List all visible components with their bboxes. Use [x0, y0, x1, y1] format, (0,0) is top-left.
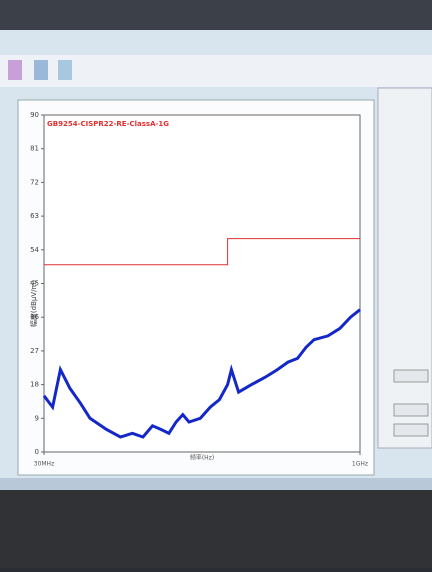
button[interactable] [393, 403, 429, 417]
button[interactable] [393, 369, 429, 383]
y-tick-label: 0 [35, 448, 39, 456]
toolbar-icon [34, 60, 48, 80]
y-tick-label: 27 [30, 347, 39, 355]
toolbar-icon [58, 60, 72, 80]
y-tick-label: 45 [30, 280, 39, 288]
y-tick-label: 9 [35, 414, 39, 422]
bezel-bottom [0, 490, 432, 568]
x-tick-label: 1GHz [352, 461, 368, 468]
y-axis-label: 幅度(dBμV/m) [29, 280, 38, 327]
y-tick-label: 90 [30, 111, 39, 119]
series-line [42, 308, 361, 439]
y-tick-label: 36 [30, 313, 39, 321]
series-line [44, 238, 360, 266]
y-tick-label: 54 [30, 246, 39, 254]
plot: 0 9 18 27 36 45 54 63 72 81 90 30MHz 1GHz 频率(Hz) 幅度(dB… [29, 111, 368, 468]
y-tick-label: 63 [30, 212, 39, 220]
taskbar [0, 478, 432, 490]
toolbar-icon [8, 60, 22, 80]
y-tick-label: 72 [30, 178, 39, 186]
y-tick-label: 81 [30, 145, 39, 153]
legend-entry: GB9254-CISPR22-RE-ClassA-1G [47, 120, 169, 128]
y-tick-label: 18 [30, 381, 39, 389]
button[interactable] [393, 423, 429, 437]
plot-area [43, 114, 361, 453]
x-tick-label: 30MHz [34, 461, 54, 468]
x-axis-label: 频率(Hz) [190, 454, 214, 462]
side-panel [377, 87, 432, 449]
